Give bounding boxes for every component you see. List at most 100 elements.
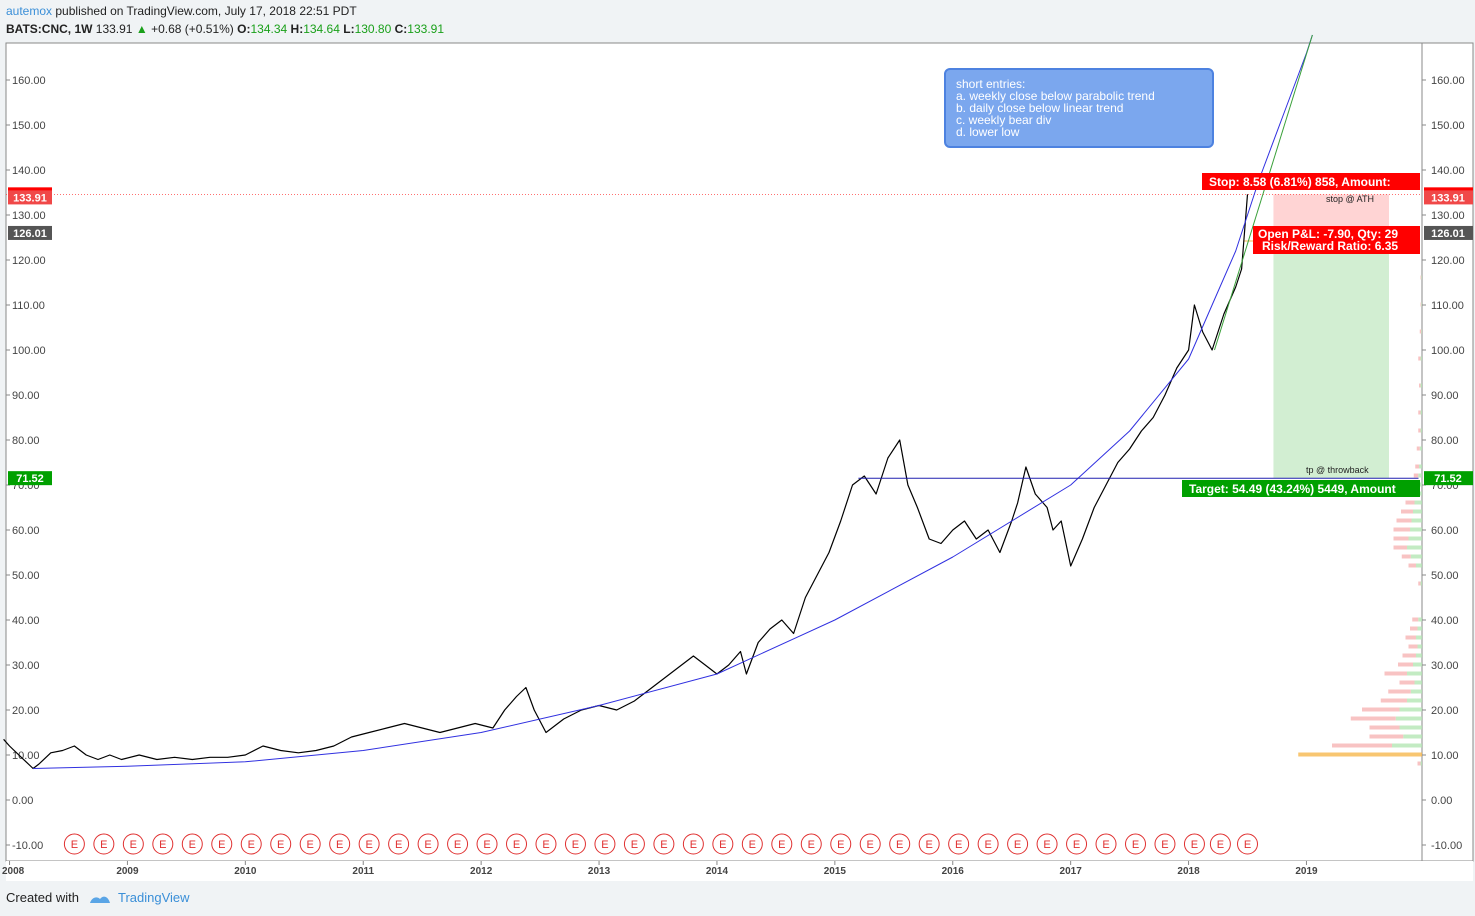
target-zone bbox=[1273, 232, 1389, 479]
earnings-marker-icon bbox=[771, 833, 793, 855]
volume-profile-up-bar bbox=[1418, 617, 1422, 622]
publish-info: published on TradingView.com, July 17, 2… bbox=[55, 4, 357, 18]
earnings-marker-label: E bbox=[601, 839, 608, 851]
volume-profile-up-bar bbox=[1407, 671, 1422, 676]
risk-reward-label: Risk/Reward Ratio: 6.35 bbox=[1262, 239, 1398, 253]
y-tick-label-right: 160.00 bbox=[1431, 75, 1465, 87]
note-line: a. weekly close below parabolic trend bbox=[956, 89, 1155, 103]
x-tick-label: 2009 bbox=[116, 866, 139, 877]
volume-profile-down-bar bbox=[1369, 734, 1404, 739]
earnings-marker-icon bbox=[63, 833, 85, 855]
earnings-marker-icon bbox=[447, 833, 469, 855]
x-tick-label: 2019 bbox=[1295, 866, 1318, 877]
earnings-marker-label: E bbox=[1073, 839, 1080, 851]
y-tick-label-right: 80.00 bbox=[1431, 435, 1459, 447]
open-label: O: bbox=[237, 22, 251, 36]
price-axis-right bbox=[1421, 42, 1474, 862]
earnings-marker-label: E bbox=[1043, 839, 1050, 851]
volume-profile-down-bar bbox=[1415, 464, 1419, 469]
tradingview-link[interactable]: TradingView bbox=[118, 890, 190, 905]
earnings-marker-icon bbox=[594, 833, 616, 855]
earnings-marker-icon bbox=[535, 833, 557, 855]
target-label-box bbox=[1182, 480, 1420, 497]
earnings-marker-icon bbox=[299, 833, 321, 855]
y-tick-label-right: 10.00 bbox=[1431, 750, 1459, 762]
earnings-marker-label: E bbox=[896, 839, 903, 851]
y-tick-label-left: 30.00 bbox=[12, 660, 40, 672]
volume-profile-up-bar bbox=[1410, 689, 1422, 694]
x-tick-label: 2017 bbox=[1060, 866, 1083, 877]
volume-profile-up-bar bbox=[1414, 500, 1422, 505]
y-tick-label-left: 100.00 bbox=[12, 345, 46, 357]
x-tick-label: 2013 bbox=[588, 866, 611, 877]
y-tick-label-right: 100.00 bbox=[1431, 345, 1465, 357]
publish-header: autemox published on TradingView.com, Ju… bbox=[6, 4, 357, 18]
linear-trend-line bbox=[1214, 34, 1313, 351]
volume-profile-down-bar bbox=[1418, 581, 1421, 586]
earnings-marker-icon bbox=[948, 833, 970, 855]
volume-profile-up-bar bbox=[1417, 626, 1422, 631]
volume-profile-down-bar bbox=[1418, 410, 1421, 415]
earnings-marker-icon bbox=[1154, 833, 1176, 855]
author-link[interactable]: autemox bbox=[6, 4, 53, 18]
y-tick-label-right: 30.00 bbox=[1431, 660, 1459, 672]
volume-profile-up-bar bbox=[1420, 383, 1422, 388]
earnings-marker-icon bbox=[211, 833, 233, 855]
earnings-marker-icon bbox=[830, 833, 852, 855]
y-tick-label-left: 140.00 bbox=[12, 165, 46, 177]
volume-profile-down-bar bbox=[1362, 707, 1400, 712]
volume-profile-down-bar bbox=[1408, 644, 1418, 649]
earnings-marker-icon bbox=[859, 833, 881, 855]
y-tick-label-left: 130.00 bbox=[12, 210, 46, 222]
volume-profile-down-bar bbox=[1402, 653, 1416, 658]
earnings-marker-icon bbox=[476, 833, 498, 855]
y-tick-label-left: 50.00 bbox=[12, 570, 40, 582]
note-line: b. daily close below linear trend bbox=[956, 101, 1124, 115]
volume-profile-down-bar bbox=[1419, 329, 1422, 334]
price-label-box-left bbox=[8, 471, 52, 486]
volume-profile-up-bar bbox=[1419, 446, 1422, 451]
volume-profile-up-bar bbox=[1421, 302, 1422, 307]
volume-profile-down-bar bbox=[1401, 554, 1411, 559]
y-tick-label-right: 110.00 bbox=[1431, 300, 1464, 312]
volume-profile-up-bar bbox=[1407, 545, 1422, 550]
earnings-marker-icon bbox=[977, 833, 999, 855]
earnings-marker-label: E bbox=[837, 839, 844, 851]
volume-profile-up-bar bbox=[1403, 734, 1422, 739]
earnings-marker-label: E bbox=[572, 839, 579, 851]
x-tick-label: 2018 bbox=[1177, 866, 1200, 877]
earnings-marker-label: E bbox=[808, 839, 815, 851]
up-triangle-icon: ▲ bbox=[135, 22, 148, 36]
short-entries-note[interactable]: short entries: a. weekly close below par… bbox=[944, 68, 1214, 148]
earnings-marker-label: E bbox=[867, 839, 874, 851]
price-label-right: 126.01 bbox=[1431, 228, 1465, 240]
y-tick-label-right: 90.00 bbox=[1431, 390, 1459, 402]
earnings-marker-icon bbox=[564, 833, 586, 855]
earnings-marker-label: E bbox=[1102, 839, 1109, 851]
legend-bar: BATS:CNC, 1W 133.91 ▲ +0.68 (+0.51%) O:1… bbox=[6, 22, 444, 36]
earnings-marker-label: E bbox=[1161, 839, 1168, 851]
earnings-marker-label: E bbox=[189, 839, 196, 851]
volume-profile-up-bar bbox=[1410, 554, 1422, 559]
earnings-marker-label: E bbox=[513, 839, 520, 851]
earnings-marker-label: E bbox=[778, 839, 785, 851]
earnings-marker-icon bbox=[741, 833, 763, 855]
y-tick-label-right: 60.00 bbox=[1431, 525, 1459, 537]
earnings-marker-icon bbox=[1036, 833, 1058, 855]
volume-profile-down-bar bbox=[1332, 743, 1392, 748]
earnings-marker-icon bbox=[417, 833, 439, 855]
earnings-marker-icon bbox=[1237, 833, 1259, 855]
symbol-label: BATS:CNC, 1W bbox=[6, 22, 93, 36]
volume-profile-up-bar bbox=[1408, 536, 1422, 541]
y-tick-label-left: 150.00 bbox=[12, 120, 46, 132]
earnings-marker-icon bbox=[1007, 833, 1029, 855]
volume-profile-up-bar bbox=[1413, 509, 1422, 514]
plot-area bbox=[5, 42, 1423, 862]
earnings-marker-icon bbox=[93, 833, 115, 855]
earnings-marker-label: E bbox=[100, 839, 107, 851]
price-label-box-left bbox=[8, 225, 52, 240]
y-tick-label-left: 60.00 bbox=[12, 525, 40, 537]
volume-profile-up-bar bbox=[1392, 743, 1422, 748]
created-with: Created with bbox=[6, 890, 79, 905]
